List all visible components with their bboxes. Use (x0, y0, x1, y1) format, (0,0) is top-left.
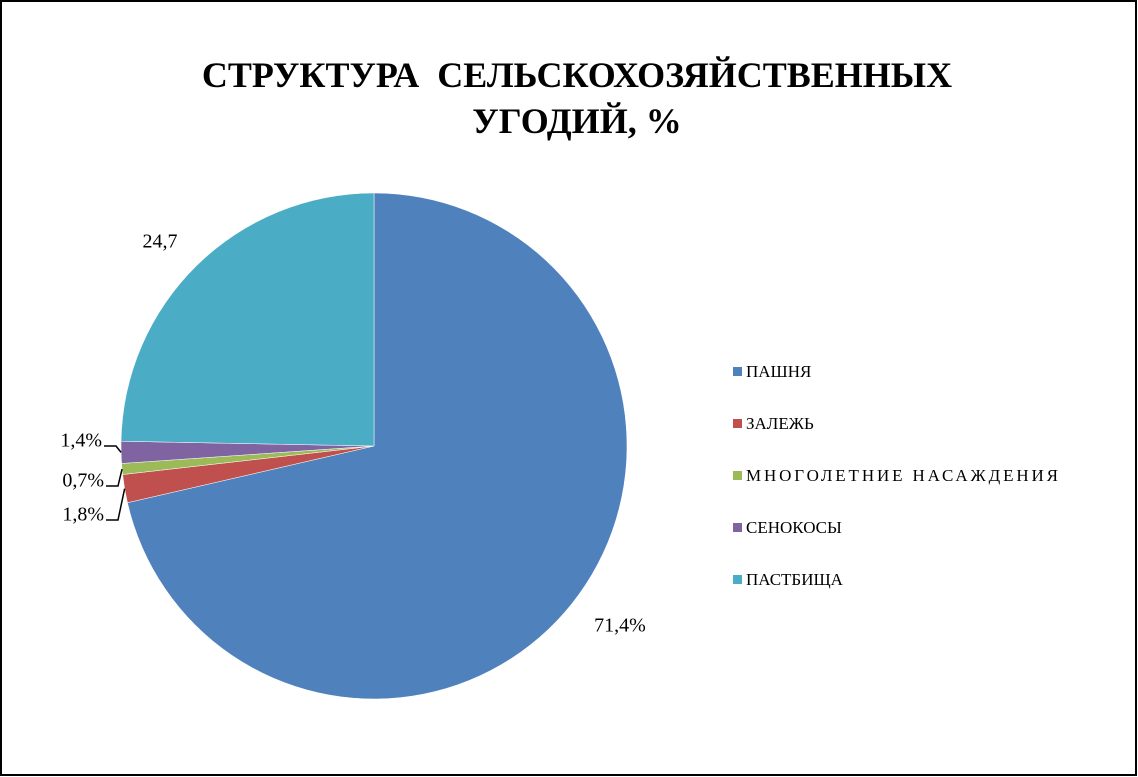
pie-slice (127, 192, 628, 700)
data-label: 1,8% (62, 504, 104, 526)
legend-swatch (733, 575, 742, 584)
data-label: 71,4% (594, 615, 646, 637)
legend-label: ПАШНЯ (746, 362, 811, 381)
legend-label: ЗАЛЕЖЬ (746, 414, 814, 433)
legend-swatch (733, 471, 742, 480)
data-label: 1,4% (60, 430, 102, 452)
legend-label: МНОГОЛЕТНИЕ НАСАЖДЕНИЯ (746, 466, 1058, 485)
chart-title: СТРУКТУРА СЕЛЬСКОХОЗЯЙСТВЕННЫХ УГОДИЙ, % (201, 55, 953, 141)
data-label: 0,7% (62, 470, 104, 492)
legend-label: ПАСТБИЩА (746, 570, 844, 589)
legend-swatch (733, 523, 742, 532)
legend-label: СЕНОКОСЫ (746, 518, 842, 537)
pie-slice (120, 192, 375, 447)
leader-line (106, 468, 123, 487)
legend-swatch (733, 367, 742, 376)
legend-swatch (733, 419, 742, 428)
leader-line (106, 488, 126, 521)
leader-line (104, 445, 122, 453)
data-label: 24,7 (143, 231, 178, 253)
